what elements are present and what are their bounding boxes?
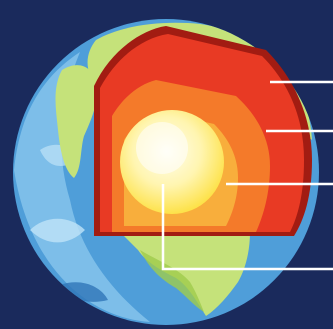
ocean-swirl: [60, 282, 108, 302]
ocean-swirl: [30, 218, 85, 243]
cutaway-wedge: [94, 26, 312, 236]
landmass-west: [55, 65, 98, 178]
landmass-south: [120, 232, 250, 316]
pointer-lines: [161, 80, 333, 271]
pointer-line-inner-core: [161, 184, 333, 271]
globe: [13, 19, 319, 325]
ocean-light-band: [14, 52, 150, 322]
inner-core-highlight: [136, 122, 188, 174]
land-shading: [140, 250, 204, 312]
